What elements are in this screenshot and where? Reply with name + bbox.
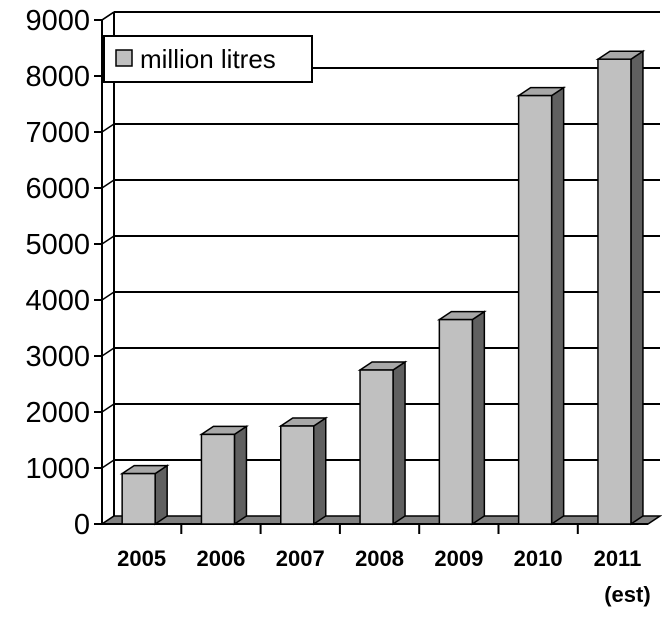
bar-2005 <box>119 464 170 526</box>
bar-front <box>280 425 315 525</box>
bar-front <box>597 58 632 525</box>
y-tick-label: 7000 <box>25 117 90 149</box>
y-tick-label: 4000 <box>25 285 90 317</box>
y-tick-label: 0 <box>74 509 90 541</box>
bar-side <box>392 360 406 526</box>
x-tick-label: 2006 <box>196 546 245 571</box>
bar-2011 <box>595 49 646 526</box>
x-tick-label: 2007 <box>276 546 325 571</box>
bar-2008 <box>357 360 408 526</box>
x-tick-label: 2009 <box>434 546 483 571</box>
legend-box <box>103 35 313 83</box>
bar-2006 <box>198 424 249 526</box>
x-tick-label: 2005 <box>117 546 166 571</box>
bars <box>119 49 646 526</box>
wall-tick <box>101 235 115 245</box>
bar-2010 <box>516 86 567 526</box>
bar-2009 <box>436 310 487 526</box>
y-tick-label: 8000 <box>25 61 90 93</box>
wall-top <box>101 11 115 21</box>
wall-tick <box>101 123 115 133</box>
bar-side <box>550 86 565 526</box>
bar-side <box>630 49 644 526</box>
legend-swatch <box>115 49 133 67</box>
gridlines <box>114 11 660 461</box>
wall-tick <box>101 403 115 413</box>
bar-front <box>359 369 394 525</box>
bar-front <box>438 318 474 525</box>
x-tick-label-sub: (est) <box>604 582 650 607</box>
y-tick-label: 5000 <box>25 229 90 261</box>
wall-tick <box>101 179 115 189</box>
bar-front <box>517 94 553 525</box>
x-tick-labels: 2005 2006 2007 2008 2009 2010 2011 (est) <box>117 546 651 607</box>
bar-side <box>313 416 327 526</box>
y-tick-label: 9000 <box>25 5 90 37</box>
bar-side <box>154 464 168 526</box>
bar-2007 <box>278 416 329 526</box>
bar-front <box>200 433 236 525</box>
y-tick-label: 1000 <box>25 453 90 485</box>
bar-side <box>471 310 486 526</box>
legend-label: million litres <box>140 44 276 74</box>
x-tick-label: 2008 <box>355 546 404 571</box>
legend: million litres <box>103 35 313 83</box>
x-tick-label: 2010 <box>514 546 563 571</box>
bar-side <box>233 424 248 526</box>
y-tick-label: 2000 <box>25 397 90 429</box>
wall-tick <box>101 459 115 469</box>
wall-tick <box>101 291 115 301</box>
x-tick-label: 2011 <box>594 546 642 571</box>
bar-front <box>121 472 156 525</box>
y-tick-label: 6000 <box>25 173 90 205</box>
wall-tick <box>101 347 115 357</box>
y-tick-labels: 0 1000 2000 3000 4000 5000 6000 7000 8000 9000 <box>25 5 90 541</box>
y-tick-label: 3000 <box>25 341 90 373</box>
